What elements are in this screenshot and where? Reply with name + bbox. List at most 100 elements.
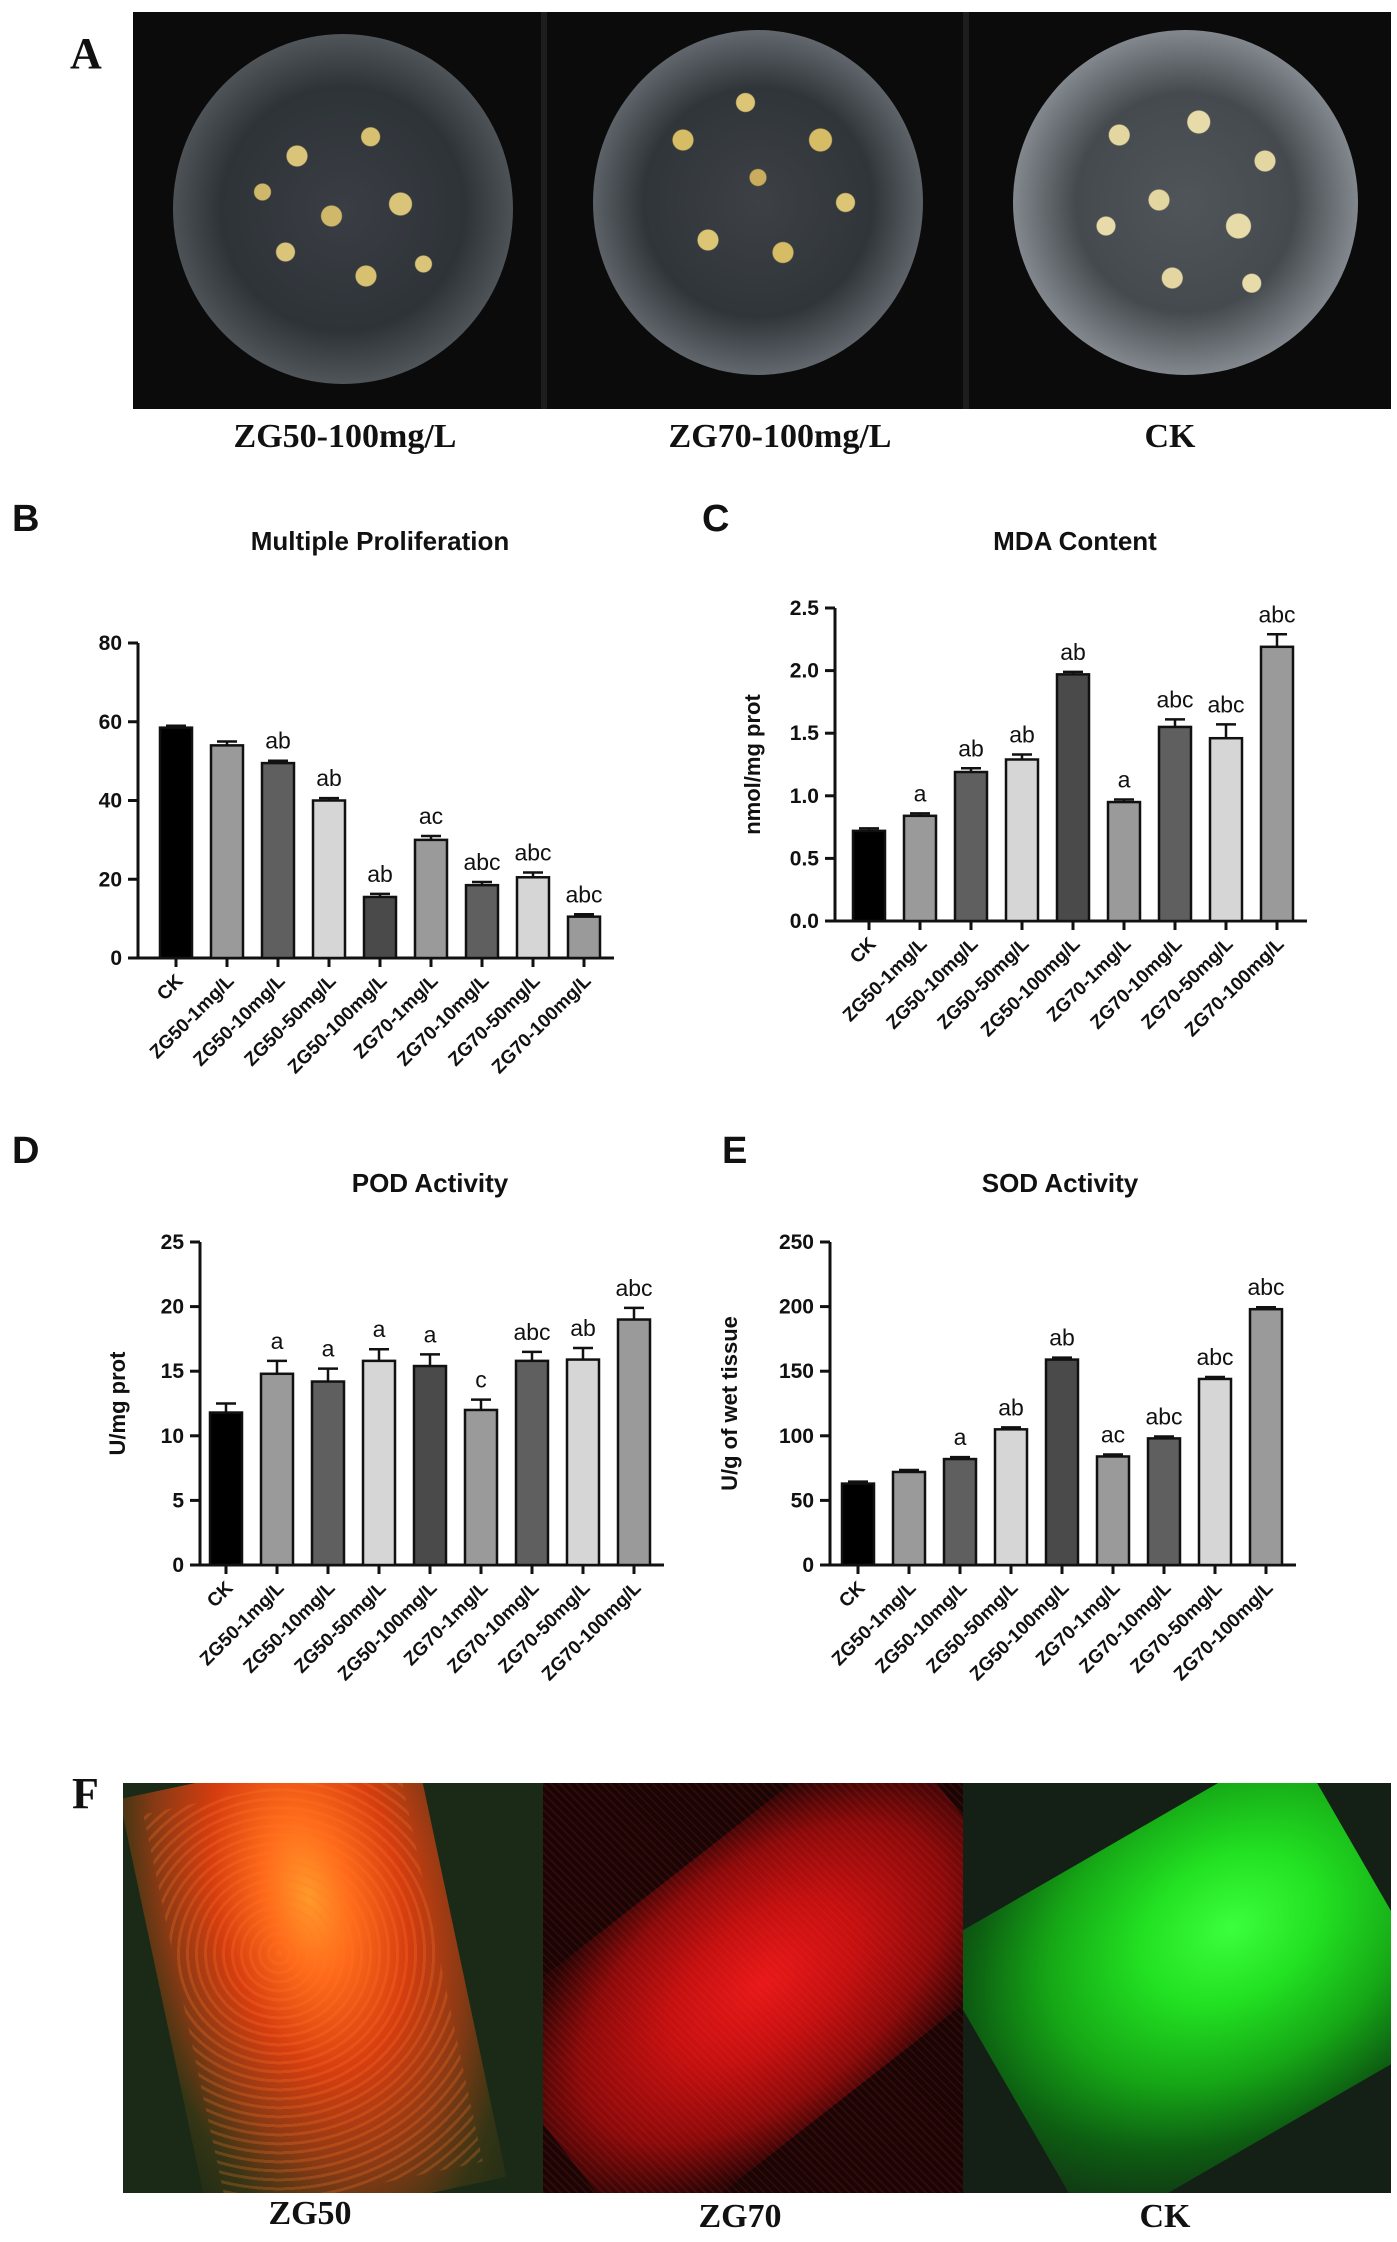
chart-e-y-tick-label: 150 [779, 1360, 814, 1383]
chart-e-significance-label: ac [1101, 1422, 1125, 1448]
chart-c-bar [1259, 645, 1295, 923]
chart-c-bar [1004, 758, 1040, 923]
chart-e-bar [1146, 1437, 1182, 1567]
chart-c-significance-label: abc [1258, 601, 1295, 627]
chart-b-bar [158, 726, 194, 960]
chart-e-bar [840, 1482, 876, 1567]
chart-c-mda-content: MDA Content nmol/mg prot 0.0 0.5 1.0 1.5 2.0 2.… [740, 526, 1307, 1041]
chart-e-significance-label: abc [1247, 1274, 1284, 1300]
chart-e-bar [1197, 1377, 1233, 1567]
chart-d-bar [565, 1358, 601, 1567]
chart-d-significance-label: abc [513, 1319, 550, 1345]
petri-dish-zg70 [593, 30, 923, 375]
chart-c-y-tick-label: 1.5 [790, 722, 820, 745]
chart-d-y-tick-label: 0 [172, 1554, 184, 1577]
chart-e-bar [1095, 1455, 1131, 1567]
chart-b-significance-label: abc [514, 840, 551, 866]
chart-d-significance-label: a [322, 1336, 335, 1362]
chart-c-significance-label: abc [1207, 691, 1244, 717]
chart-d-y-tick-label: 5 [172, 1489, 184, 1512]
chart-c-significance-label: ab [1009, 721, 1035, 747]
chart-b-y-tick-label: 0 [110, 947, 122, 970]
chart-e-y-tick-label: 0 [802, 1554, 814, 1577]
petri-dish-photo-strip [133, 12, 1391, 409]
panel-b-letter: B [12, 498, 40, 540]
chart-d-y-tick-label: 10 [161, 1425, 184, 1448]
chart-d-y-tick-label: 25 [161, 1231, 185, 1254]
fluorescence-zg70 [543, 1783, 963, 2193]
chart-e-title: SOD Activity [982, 1168, 1139, 1198]
chart-d-significance-label: ab [570, 1315, 596, 1341]
chart-d-significance-label: a [424, 1321, 437, 1347]
chart-b-category-label: CK [153, 970, 187, 1004]
chart-d-bar [616, 1318, 652, 1567]
chart-c-y-tick-label: 1.0 [790, 785, 819, 808]
chart-c-title: MDA Content [993, 526, 1157, 556]
chart-d-significance-label: abc [615, 1275, 652, 1301]
chart-e-y-tick-label: 50 [791, 1489, 814, 1512]
chart-e-y-tick-label: 100 [779, 1425, 814, 1448]
chart-d-significance-label: a [373, 1316, 386, 1342]
chart-b-significance-label: ab [367, 861, 393, 887]
chart-b-title: Multiple Proliferation [251, 526, 510, 556]
chart-c-bar [1055, 673, 1091, 923]
chart-b-y-tick-label: 80 [99, 632, 122, 655]
fluorescence-zg50 [123, 1783, 543, 2193]
caption-zg50-f: ZG50 [268, 2195, 352, 2232]
chart-e-bar [1044, 1358, 1080, 1567]
chart-d-bar [514, 1359, 550, 1567]
chart-c-category-label: CK [846, 933, 880, 967]
chart-b-significance-label: ab [265, 728, 291, 754]
chart-d-bar [412, 1364, 448, 1567]
chart-c-significance-label: ab [958, 735, 984, 761]
chart-e-significance-label: abc [1145, 1403, 1182, 1429]
panel-f-letter: F [72, 1769, 99, 1818]
chart-d-bar [208, 1411, 244, 1567]
caption-ck-f: CK [1139, 2198, 1191, 2235]
chart-d-bar [310, 1380, 346, 1567]
caption-ck-a: CK [1144, 418, 1196, 455]
petri-dish-zg50 [173, 34, 513, 384]
chart-c-bar [1157, 725, 1193, 923]
chart-d-bar [361, 1359, 397, 1567]
panel-c-letter: C [702, 498, 730, 540]
chart-c-significance-label: a [914, 780, 927, 806]
chart-b-bar [413, 838, 449, 960]
chart-b-bar [464, 883, 500, 960]
petri-dish-ck [1013, 30, 1358, 375]
chart-e-bar [891, 1470, 927, 1567]
chart-d-significance-label: a [271, 1328, 284, 1354]
caption-zg70-100: ZG70-100mg/L [668, 418, 892, 455]
chart-d-bar [259, 1372, 295, 1567]
chart-b-bar [209, 744, 245, 960]
chart-c-bar [953, 770, 989, 923]
chart-d-significance-label: c [475, 1367, 487, 1393]
chart-c-y-tick-label: 2.5 [790, 597, 820, 620]
chart-d-title: POD Activity [352, 1168, 509, 1198]
chart-e-significance-label: a [954, 1424, 967, 1450]
chart-c-bar [1208, 736, 1244, 923]
chart-b-y-tick-label: 40 [99, 790, 122, 813]
chart-c-y-tick-label: 0.0 [790, 910, 819, 933]
chart-c-significance-label: ab [1060, 639, 1086, 665]
chart-e-ylabel: U/g of wet tissue [717, 1316, 742, 1491]
caption-zg70-f: ZG70 [698, 2198, 782, 2235]
fluorescence-ck [963, 1783, 1391, 2193]
chart-b-bar [515, 876, 551, 960]
chart-e-category-label: CK [835, 1577, 869, 1611]
chart-c-y-tick-label: 2.0 [790, 660, 819, 683]
chart-c-significance-label: a [1118, 767, 1131, 793]
chart-e-significance-label: abc [1196, 1344, 1233, 1370]
chart-d-category-label: CK [203, 1577, 237, 1611]
panel-d-letter: D [12, 1130, 40, 1172]
chart-c-y-tick-label: 0.5 [790, 847, 820, 870]
chart-b-bar [566, 915, 602, 960]
chart-c-bar [851, 829, 887, 923]
chart-e-y-tick-label: 200 [779, 1296, 814, 1319]
chart-b-multiple-proliferation: Multiple Proliferation020406080CKZG50-1m… [99, 526, 614, 1078]
chart-b-bar [362, 895, 398, 960]
panel-a-letter: A [70, 29, 102, 78]
chart-b-y-tick-label: 20 [99, 868, 122, 891]
chart-b-bar [260, 761, 296, 960]
